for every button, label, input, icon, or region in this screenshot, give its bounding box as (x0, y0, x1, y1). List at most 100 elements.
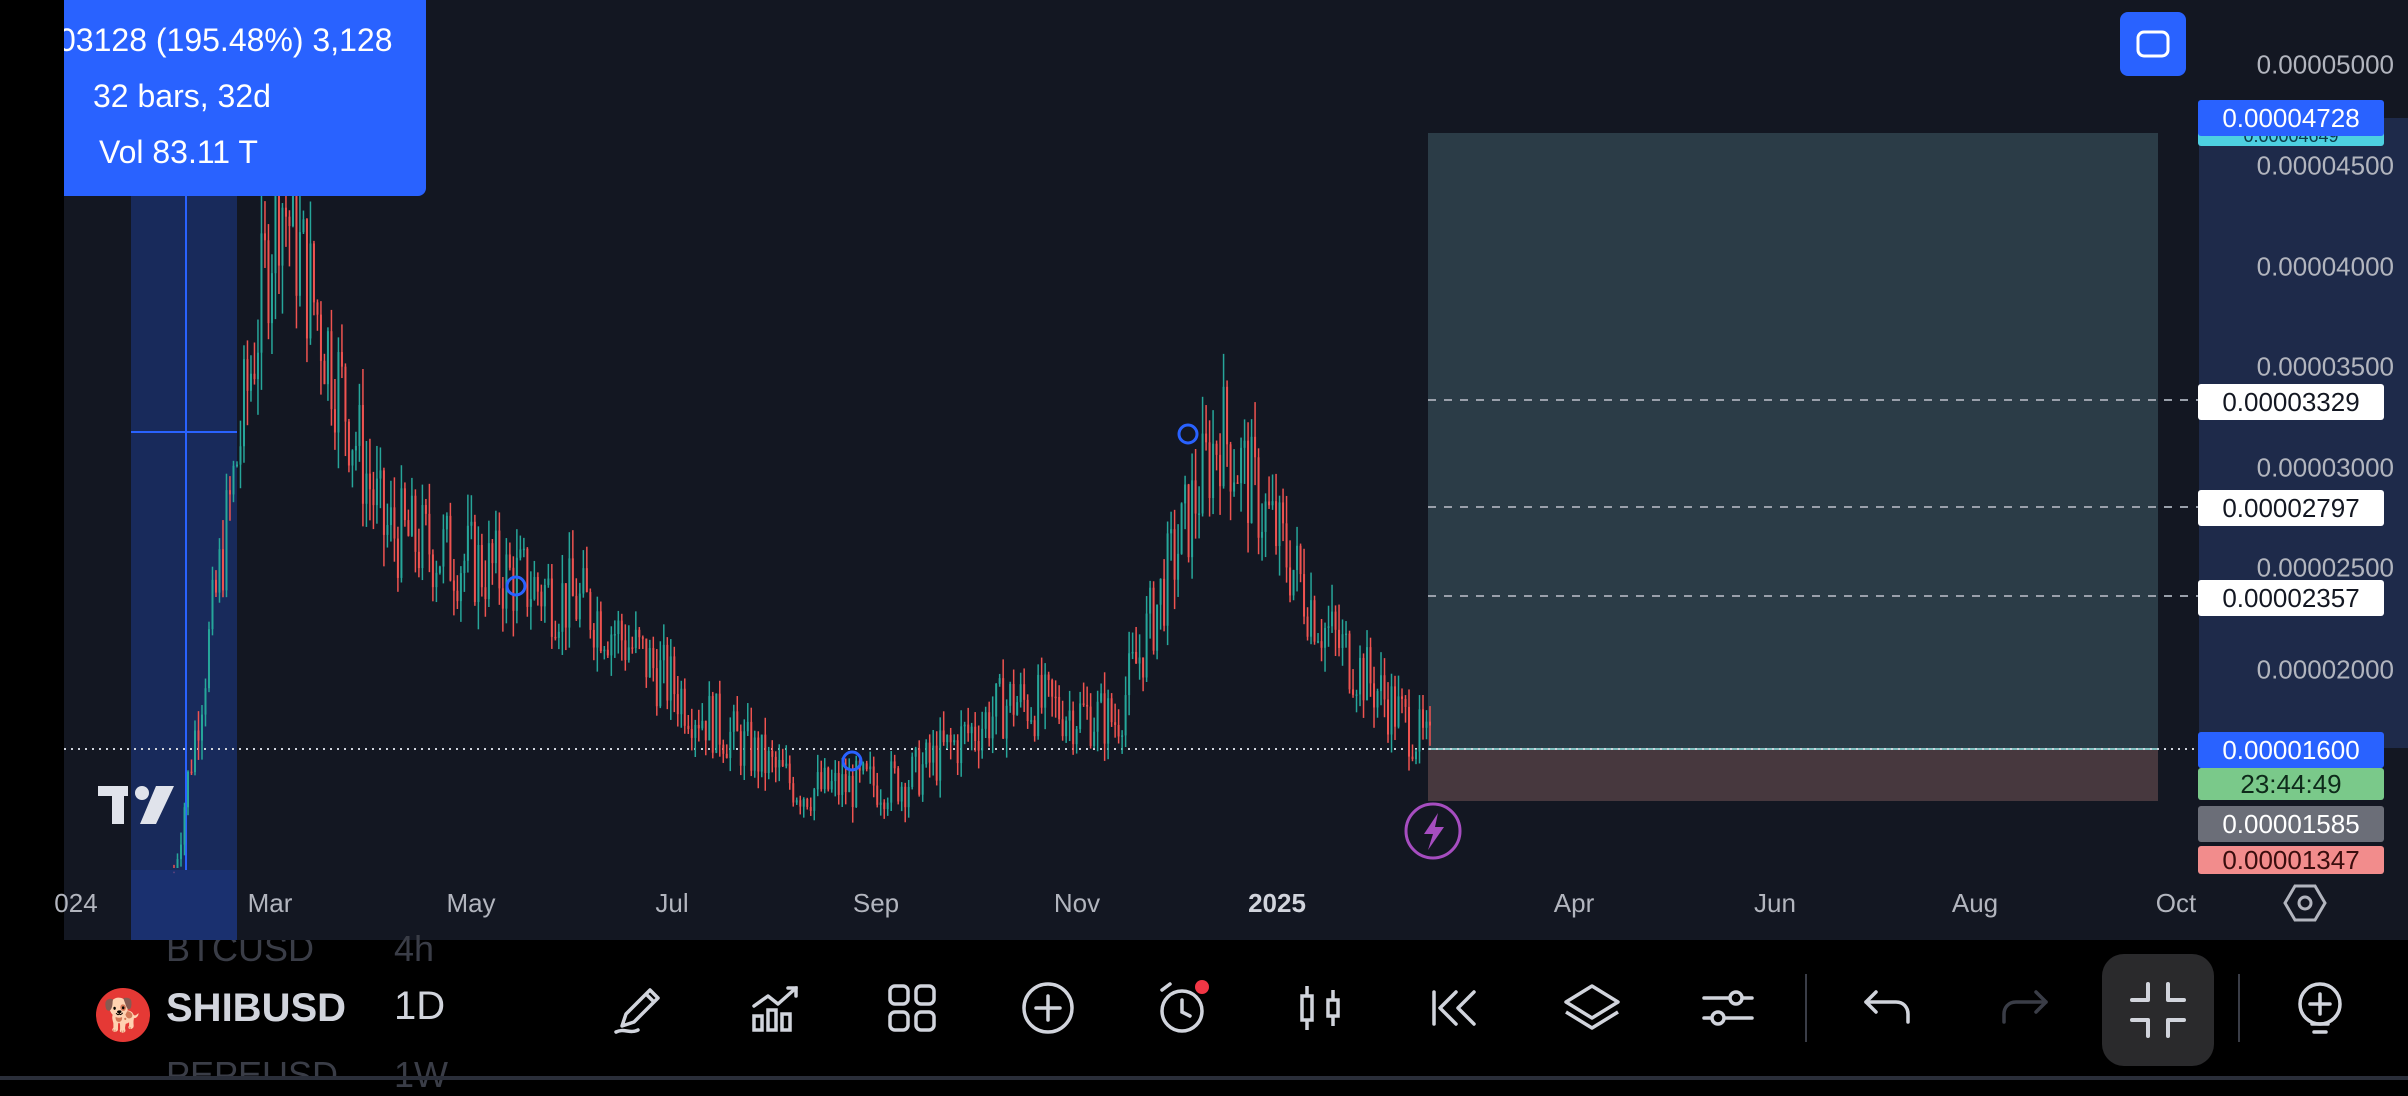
candle-body (197, 730, 200, 741)
event-marker[interactable] (1177, 423, 1199, 445)
candle-body (529, 599, 532, 607)
price-tick: 0.00004000 (2256, 251, 2394, 282)
layouts-button[interactable] (874, 970, 950, 1046)
layers-button[interactable] (1554, 970, 1630, 1046)
replay-button[interactable] (1418, 970, 1494, 1046)
candle-body (319, 314, 322, 361)
candle-body (739, 731, 742, 766)
candle-body (1348, 633, 1351, 690)
candle-body (1138, 657, 1141, 664)
time-axis[interactable]: 024 Mar May Jul Sep Nov 2025 Apr Jun Aug… (54, 870, 2199, 940)
drawing-tool-button[interactable] (602, 970, 678, 1046)
candle-body (1166, 533, 1169, 626)
candle-body (830, 781, 833, 790)
redo-button[interactable] (1986, 970, 2062, 1046)
measure-change: 03128 (195.48%) 3,128 (64, 22, 393, 58)
symbol-name: SHIBUSD (166, 986, 347, 1030)
chart-type-button[interactable] (1282, 970, 1358, 1046)
candle-body (1366, 647, 1369, 701)
time-label: Aug (1951, 888, 1999, 918)
event-marker[interactable] (841, 750, 863, 772)
add-button[interactable] (1010, 970, 1086, 1046)
candle-body (1338, 629, 1341, 648)
candle-body (1215, 443, 1218, 455)
position-stop-zone[interactable] (1428, 749, 2158, 801)
undo-button[interactable] (1850, 970, 1926, 1046)
candle-body (1198, 513, 1201, 515)
candle-body (263, 233, 266, 241)
candle-body (277, 170, 280, 266)
candle-body (792, 783, 795, 803)
candle-body (218, 549, 221, 593)
time-label: May (446, 888, 496, 918)
candle-body (606, 649, 609, 656)
candle-body (466, 525, 469, 561)
indicators-button[interactable] (738, 970, 814, 1046)
candle-body (977, 741, 980, 751)
candle-body (1289, 567, 1292, 596)
candle-body (484, 587, 487, 600)
time-label: Mar (247, 888, 293, 918)
candle-body (585, 568, 588, 593)
candle-body (683, 688, 686, 726)
price-tick: 0.00002500 (2256, 552, 2394, 583)
add-idea-button[interactable] (2282, 970, 2358, 1046)
candle-body (659, 660, 662, 707)
candle-body (771, 750, 774, 757)
candle-body (697, 724, 700, 729)
candle-body (1131, 651, 1134, 654)
toolbar-separator (2238, 974, 2240, 1042)
candle-body (1075, 729, 1078, 745)
candle-body (186, 771, 189, 808)
interval-selector[interactable]: 1D (394, 984, 446, 1028)
candle-body (886, 802, 889, 810)
measure-volume: Vol 83.11 T (99, 134, 258, 170)
candle-body (225, 490, 228, 591)
candle-body (1128, 653, 1131, 696)
pencil-icon (614, 988, 660, 1034)
candle-body (1054, 696, 1057, 699)
candle-body (1205, 433, 1208, 443)
candle-body (242, 359, 245, 447)
candle-body (550, 578, 553, 637)
candle-body (1173, 529, 1176, 580)
candle-body (239, 446, 242, 465)
price-chart[interactable] (64, 0, 2199, 940)
position-target-zone[interactable] (1428, 133, 2158, 749)
candle-body (935, 745, 938, 781)
candle-body (900, 786, 903, 802)
candle-body (1317, 641, 1320, 643)
candle-body (309, 243, 312, 339)
candle-body (701, 720, 704, 729)
candle-body (813, 789, 816, 811)
exit-fullscreen-button[interactable] (2102, 954, 2214, 1066)
candle-body (1033, 720, 1036, 737)
candle-body (781, 759, 784, 767)
candle-body (788, 763, 791, 784)
candle-body (382, 470, 385, 535)
candle-body (834, 772, 837, 782)
candle-body (631, 647, 634, 649)
grid-icon (888, 984, 936, 1032)
candle-body (617, 620, 620, 635)
settings-sliders-button[interactable] (1690, 970, 1766, 1046)
alerts-button[interactable] (1146, 970, 1222, 1046)
candle-body (1037, 674, 1040, 737)
candle-body (337, 352, 340, 433)
fullscreen-button[interactable] (2120, 12, 2186, 76)
candle-body (316, 302, 319, 315)
candle-body (312, 243, 315, 303)
event-marker[interactable] (505, 575, 527, 597)
candle-body (1086, 704, 1089, 707)
candle-body (778, 759, 781, 768)
candle-body (1061, 719, 1064, 737)
symbol-picker[interactable]: BTCUSD 🐕 SHIBUSD PEPEUSD (96, 940, 436, 1077)
undo-icon (1864, 990, 1910, 1024)
candle-body (1236, 482, 1239, 484)
candlestick-icon (1300, 986, 1340, 1030)
candle-body (680, 688, 683, 715)
candle-body (613, 634, 616, 636)
candle-body (235, 464, 238, 467)
chart-settings-button[interactable] (2280, 878, 2330, 928)
candle-body (473, 521, 476, 603)
